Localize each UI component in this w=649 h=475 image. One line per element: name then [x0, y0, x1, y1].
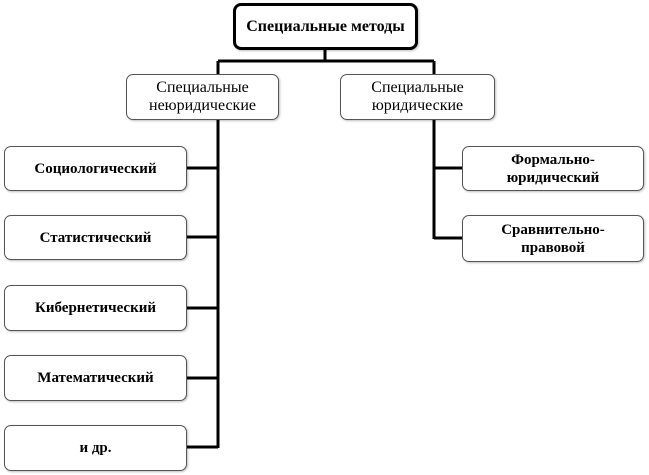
leaf-label: и др. [79, 440, 112, 456]
root-box: Специальные методы [233, 3, 418, 50]
group-label: Специальные неюридические [149, 79, 256, 114]
leaf-label: Статистический [39, 229, 152, 246]
leaf-box: Социологический [4, 146, 187, 191]
root-label: Специальные методы [246, 17, 405, 35]
group-box-legal: Специальные юридические [340, 74, 495, 120]
leaf-box: и др. [4, 425, 187, 471]
leaf-box: Кибернетический [4, 285, 187, 331]
leaf-label: Формально-юридический [506, 151, 600, 186]
leaf-label: Математический [37, 370, 154, 386]
group-box-nonlegal: Специальные неюридические [126, 74, 279, 120]
leaf-box: Математический [4, 355, 187, 401]
leaf-box: Сравнительно-правовой [462, 215, 644, 262]
leaf-label: Социологический [34, 160, 157, 177]
leaf-label: Кибернетический [34, 300, 157, 316]
group-label: Специальные юридические [371, 79, 464, 114]
leaf-box: Статистический [4, 215, 187, 260]
leaf-box: Формально-юридический [462, 146, 644, 191]
leaf-label: Сравнительно-правовой [501, 221, 605, 256]
